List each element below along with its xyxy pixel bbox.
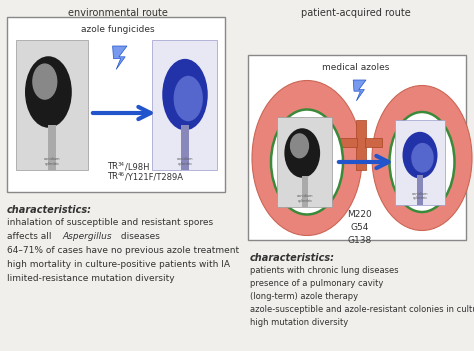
Text: conidium
cylindric: conidium cylindric [177, 157, 193, 166]
FancyBboxPatch shape [365, 138, 382, 147]
Text: azole-susceptible and azole-resistant colonies in culture: azole-susceptible and azole-resistant co… [250, 305, 474, 314]
Text: azole fungicides: azole fungicides [81, 25, 155, 34]
FancyBboxPatch shape [356, 120, 366, 170]
Text: patients with chronic lung diseases: patients with chronic lung diseases [250, 266, 399, 275]
Ellipse shape [162, 59, 208, 130]
Text: M220
G54
G138: M220 G54 G138 [347, 210, 373, 245]
Text: 46: 46 [118, 172, 125, 177]
Ellipse shape [173, 76, 203, 121]
Text: 64–71% of cases have no previous azole treatment: 64–71% of cases have no previous azole t… [7, 246, 239, 255]
FancyBboxPatch shape [417, 175, 423, 205]
Text: (long-term) azole therapy: (long-term) azole therapy [250, 292, 358, 301]
Text: limited-resistance mutation diversity: limited-resistance mutation diversity [7, 274, 174, 283]
Ellipse shape [290, 133, 309, 158]
Ellipse shape [25, 56, 72, 128]
Text: presence of a pulmonary cavity: presence of a pulmonary cavity [250, 279, 383, 288]
Text: TR: TR [107, 172, 118, 181]
Text: /Y121F/T289A: /Y121F/T289A [125, 172, 183, 181]
Text: /L98H: /L98H [125, 162, 149, 171]
Text: conidium
cylindric: conidium cylindric [44, 157, 60, 166]
Text: affects all: affects all [7, 232, 55, 241]
Text: conidium
cylindric: conidium cylindric [412, 192, 428, 200]
Text: high mortality in culture-positive patients with IA: high mortality in culture-positive patie… [7, 260, 230, 269]
Ellipse shape [402, 132, 438, 179]
Ellipse shape [372, 86, 472, 231]
Text: 34: 34 [118, 162, 125, 167]
Ellipse shape [32, 64, 57, 100]
FancyBboxPatch shape [277, 117, 332, 207]
Ellipse shape [271, 110, 343, 214]
Text: medical azoles: medical azoles [322, 63, 390, 72]
Text: characteristics:: characteristics: [250, 253, 335, 263]
Text: inhalation of susceptible and resistant spores: inhalation of susceptible and resistant … [7, 218, 213, 227]
FancyBboxPatch shape [248, 55, 466, 240]
Text: high mutation diversity: high mutation diversity [250, 318, 348, 327]
Text: patient-acquired route: patient-acquired route [301, 8, 411, 18]
Ellipse shape [390, 112, 455, 212]
Text: Aspergillus: Aspergillus [62, 232, 111, 241]
Ellipse shape [284, 128, 320, 178]
Text: diseases: diseases [118, 232, 160, 241]
Text: environmental route: environmental route [68, 8, 168, 18]
FancyBboxPatch shape [301, 176, 308, 207]
Ellipse shape [411, 143, 434, 173]
FancyBboxPatch shape [48, 125, 56, 170]
FancyBboxPatch shape [7, 17, 225, 192]
Text: conidium
cylindric: conidium cylindric [297, 194, 313, 203]
Text: TR: TR [107, 162, 118, 171]
Text: characteristics:: characteristics: [7, 205, 92, 215]
Polygon shape [113, 46, 127, 69]
FancyBboxPatch shape [16, 40, 88, 170]
FancyBboxPatch shape [181, 125, 189, 170]
FancyBboxPatch shape [153, 40, 218, 170]
FancyBboxPatch shape [340, 138, 357, 147]
FancyBboxPatch shape [395, 119, 445, 205]
Ellipse shape [252, 80, 362, 236]
Polygon shape [353, 80, 366, 101]
